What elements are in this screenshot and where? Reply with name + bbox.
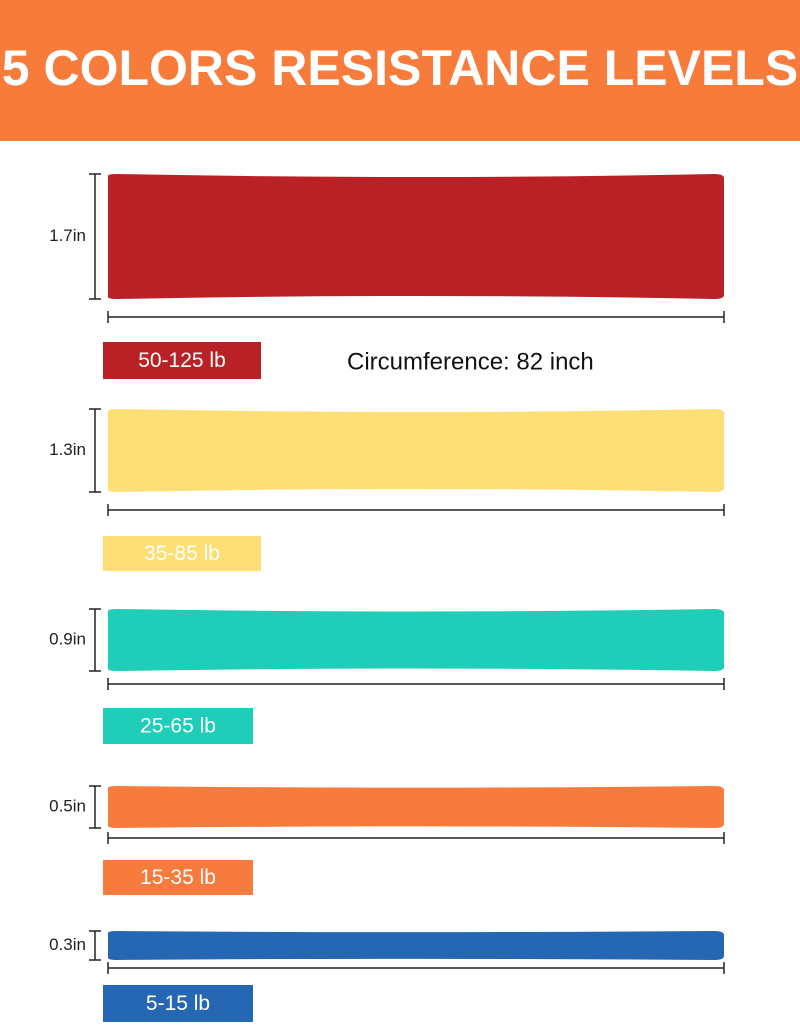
- resistance-box: [103, 985, 253, 1022]
- band: [108, 609, 724, 671]
- resistance-label: 35-85 lb: [144, 542, 220, 565]
- resistance-box: [103, 342, 261, 379]
- band: [108, 931, 724, 960]
- resistance-label: 15-35 lb: [140, 866, 216, 889]
- band: [108, 409, 724, 492]
- resistance-box: [103, 860, 253, 895]
- band: [108, 786, 724, 828]
- header-bar: [0, 0, 800, 141]
- resistance-box: [103, 708, 253, 744]
- width-label: 0.5in: [49, 796, 86, 815]
- width-label: 1.7in: [49, 226, 86, 245]
- resistance-label: 25-65 lb: [140, 715, 216, 738]
- band: [108, 174, 724, 299]
- width-label: 1.3in: [49, 440, 86, 459]
- width-label: 0.9in: [49, 629, 86, 648]
- header-title: 5 COLORS RESISTANCE LEVELS: [2, 40, 798, 96]
- resistance-label: 50-125 lb: [138, 349, 226, 372]
- resistance-box: [103, 536, 261, 571]
- width-label: 0.3in: [49, 935, 86, 954]
- resistance-label: 5-15 lb: [146, 992, 210, 1015]
- circumference-label: Circumference: 82 inch: [347, 348, 594, 375]
